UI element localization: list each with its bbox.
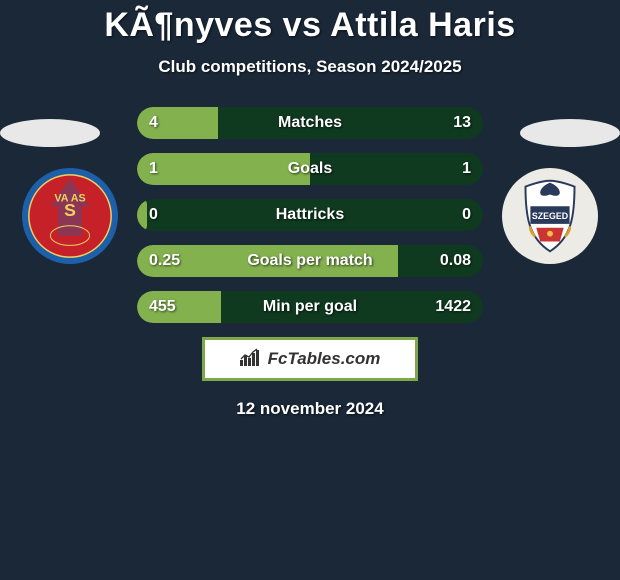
stats-list: 4Matches13 1Goals1 0Hattricks0 0.25Goals pe… (137, 107, 483, 323)
stat-row: 0Hattricks0 (137, 199, 483, 231)
stat-label: Min per goal (137, 291, 483, 323)
stat-label: Goals (137, 153, 483, 185)
left-club-badge: VA AS S (21, 167, 119, 265)
svg-text:S: S (64, 200, 76, 220)
chart-icon (240, 348, 262, 371)
stat-right-value: 0 (462, 199, 471, 231)
comparison-widget: KÃ¶nyves vs Attila Haris Club competitio… (0, 0, 620, 419)
stat-label: Matches (137, 107, 483, 139)
stat-label: Goals per match (137, 245, 483, 277)
date-label: 12 november 2024 (0, 399, 620, 419)
left-player-placeholder (0, 119, 100, 147)
vasas-badge-icon: VA AS S (21, 167, 119, 265)
stat-right-value: 1 (462, 153, 471, 185)
right-player-placeholder (520, 119, 620, 147)
subtitle: Club competitions, Season 2024/2025 (0, 57, 620, 77)
stat-row: 1Goals1 (137, 153, 483, 185)
stat-label: Hattricks (137, 199, 483, 231)
stat-row: 4Matches13 (137, 107, 483, 139)
brand-box[interactable]: FcTables.com (202, 337, 418, 381)
right-club-badge: SZEGED (501, 167, 599, 265)
svg-text:SZEGED: SZEGED (532, 211, 568, 221)
stat-row: 0.25Goals per match0.08 (137, 245, 483, 277)
stat-right-value: 13 (453, 107, 471, 139)
brand-text: FcTables.com (268, 349, 381, 369)
page-title: KÃ¶nyves vs Attila Haris (0, 6, 620, 45)
stat-row: 455Min per goal1422 (137, 291, 483, 323)
stat-right-value: 1422 (435, 291, 471, 323)
szeged-badge-icon: SZEGED (501, 167, 599, 265)
stat-right-value: 0.08 (440, 245, 471, 277)
content-area: VA AS S SZEGED 4Matches13 1Goals1 0Hattric… (0, 107, 620, 419)
